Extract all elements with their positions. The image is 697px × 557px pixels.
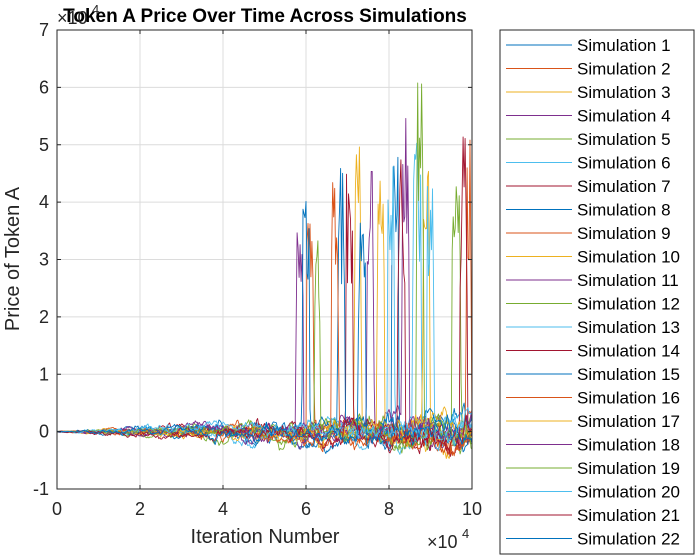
- y-tick-label: 4: [39, 192, 49, 212]
- legend-entry-label: Simulation 18: [577, 436, 680, 455]
- legend-entry-label: Simulation 13: [577, 318, 680, 337]
- series-line: [56, 159, 473, 454]
- x-tick-label: 0: [52, 499, 62, 519]
- legend-entry-label: Simulation 11: [577, 271, 679, 290]
- x-axis-label: Iteration Number: [191, 526, 340, 548]
- y-axis-multiplier: ×10 4: [57, 2, 99, 28]
- legend-entry-label: Simulation 4: [577, 107, 671, 126]
- legend-entry-label: Simulation 21: [577, 506, 680, 525]
- y-tick-label: 2: [39, 307, 49, 327]
- y-tick-label: 3: [39, 250, 49, 270]
- y-tick-label: 1: [39, 364, 49, 384]
- legend-entry-label: Simulation 6: [577, 154, 671, 173]
- series-lines: [56, 82, 473, 460]
- legend-entry-label: Simulation 8: [577, 201, 671, 220]
- legend-entry-label: Simulation 16: [577, 389, 680, 408]
- x-tick-label: 6: [301, 499, 311, 519]
- y-tick-label: 7: [39, 20, 49, 40]
- y-multiplier-exponent: 4: [92, 2, 99, 17]
- legend-entry-label: Simulation 22: [577, 530, 680, 549]
- legend-entry-label: Simulation 15: [577, 365, 680, 384]
- y-tick-label: 6: [39, 77, 49, 97]
- y-tick-label: -1: [33, 479, 49, 499]
- legend-entry-label: Simulation 17: [577, 412, 680, 431]
- x-tick-label: 8: [384, 499, 394, 519]
- y-tick-label: 0: [39, 422, 49, 442]
- legend-entry-label: Simulation 10: [577, 248, 680, 267]
- x-tick-label: 4: [218, 499, 228, 519]
- y-tick-label: 5: [39, 135, 49, 155]
- legend-entry-label: Simulation 19: [577, 459, 680, 478]
- x-multiplier-exponent: 4: [462, 526, 469, 541]
- legend-entry-label: Simulation 14: [577, 342, 680, 361]
- legend-entry-label: Simulation 3: [577, 83, 671, 102]
- x-axis-multiplier: ×10 4: [427, 526, 469, 552]
- x-tick-label: 10: [462, 499, 482, 519]
- y-axis-label: Price of Token A: [2, 186, 24, 331]
- legend-entry-label: Simulation 7: [577, 177, 671, 196]
- x-tick-label: 2: [135, 499, 145, 519]
- legend-entry-label: Simulation 20: [577, 483, 680, 502]
- legend-entry-label: Simulation 2: [577, 60, 671, 79]
- series-line: [57, 182, 473, 457]
- y-multiplier-base: ×10: [57, 8, 88, 28]
- legend: Simulation 1 Simulation 2 Simulation 3 Simu…: [499, 29, 695, 555]
- x-multiplier-base: ×10: [427, 532, 458, 552]
- legend-entry-label: Simulation 1: [577, 36, 671, 55]
- legend-box: [499, 29, 695, 555]
- series-line: [56, 222, 473, 449]
- legend-entry-label: Simulation 9: [577, 224, 671, 243]
- chart-title: Token A Price Over Time Across Simulatio…: [63, 6, 467, 27]
- legend-entry-label: Simulation 12: [577, 295, 680, 314]
- legend-entry-label: Simulation 5: [577, 130, 671, 149]
